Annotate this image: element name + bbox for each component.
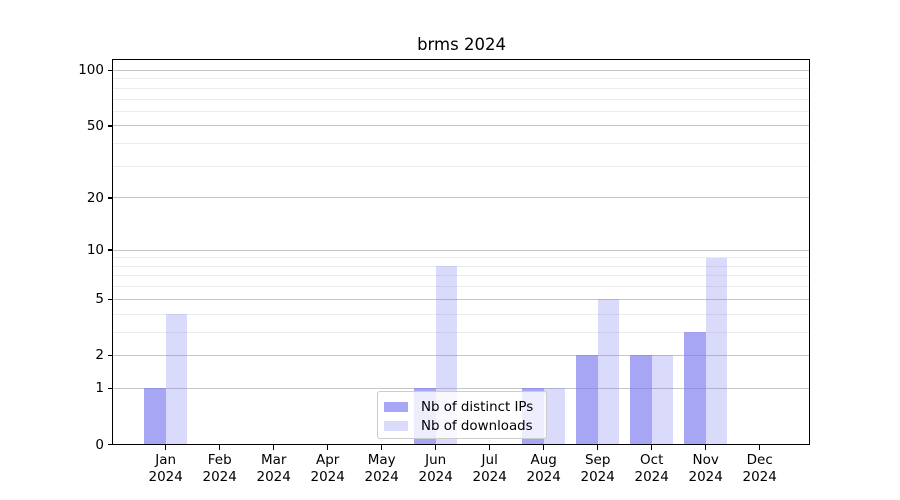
y-tick-label: 5 <box>95 291 104 308</box>
y-tick-label: 0 <box>95 436 104 453</box>
y-tick-label: 100 <box>78 62 104 79</box>
gridline-minor <box>113 265 810 267</box>
gridline-minor <box>113 78 810 80</box>
y-tick <box>108 249 113 251</box>
x-tick-label-jan: Jan 2024 <box>148 452 183 485</box>
bar-downloads-oct <box>651 355 674 445</box>
x-tick <box>542 445 545 450</box>
chart-title: brms 2024 <box>417 35 506 54</box>
x-tick-label-mar: Mar 2024 <box>256 452 291 485</box>
gridline-minor <box>113 165 810 167</box>
legend-label-distinct-ips: Nb of distinct IPs <box>421 399 534 415</box>
x-tick <box>272 445 275 450</box>
gridline-minor <box>113 275 810 277</box>
gridline-major <box>113 298 810 300</box>
y-tick <box>108 354 113 357</box>
gridline-major <box>113 125 810 127</box>
x-tick <box>164 445 167 450</box>
x-tick <box>704 445 707 450</box>
x-tick <box>326 445 329 450</box>
gridline-major <box>113 354 810 356</box>
x-tick <box>650 445 653 450</box>
x-tick-label-jun: Jun 2024 <box>418 452 453 485</box>
bar-distinct-ips-nov <box>684 332 706 445</box>
bar-downloads-jan <box>165 314 188 445</box>
gridline-major <box>113 197 810 199</box>
x-tick-label-dec: Dec 2024 <box>742 452 777 485</box>
gridline-major <box>113 249 810 251</box>
gridline-minor <box>113 331 810 333</box>
gridline-minor <box>113 98 810 100</box>
x-tick <box>218 445 221 450</box>
x-tick-label-nov: Nov 2024 <box>688 452 723 485</box>
y-tick <box>108 443 113 446</box>
y-tick-label: 2 <box>95 347 104 364</box>
legend: Nb of distinct IPs Nb of downloads <box>377 391 547 439</box>
y-tick <box>108 387 113 390</box>
y-tick-label: 20 <box>86 189 104 206</box>
x-tick-label-jul: Jul 2024 <box>472 452 507 485</box>
gridline-minor <box>113 257 810 259</box>
x-tick <box>380 445 383 450</box>
x-tick <box>434 445 437 450</box>
bar-downloads-nov <box>705 257 728 445</box>
x-tick-label-oct: Oct 2024 <box>634 452 669 485</box>
x-tick-label-aug: Aug 2024 <box>526 452 561 485</box>
legend-item-downloads: Nb of downloads <box>384 417 546 435</box>
bar-distinct-ips-oct <box>630 355 652 445</box>
bar-downloads-sep <box>597 299 620 445</box>
y-tick-label: 1 <box>95 380 104 397</box>
bar-downloads-aug <box>543 388 566 445</box>
gridline-minor <box>113 313 810 315</box>
y-tick <box>108 125 113 127</box>
y-tick-label: 10 <box>86 242 104 259</box>
gridline-minor <box>113 286 810 288</box>
gridline-minor <box>113 87 810 89</box>
x-tick <box>758 445 761 450</box>
y-tick <box>108 298 113 301</box>
x-tick-label-feb: Feb 2024 <box>202 452 237 485</box>
y-tick-label: 50 <box>86 117 104 134</box>
legend-label-downloads: Nb of downloads <box>421 418 533 434</box>
legend-item-distinct-ips: Nb of distinct IPs <box>384 398 546 416</box>
x-tick-label-sep: Sep 2024 <box>580 452 615 485</box>
bar-distinct-ips-sep <box>576 355 598 445</box>
legend-swatch-downloads <box>384 421 408 431</box>
bar-distinct-ips-jan <box>144 388 166 445</box>
gridline-minor <box>113 110 810 112</box>
gridline-minor <box>113 143 810 145</box>
legend-swatch-distinct-ips <box>384 402 408 412</box>
x-tick-label-may: May 2024 <box>364 452 399 485</box>
y-tick <box>108 197 113 199</box>
y-tick <box>108 69 113 72</box>
x-tick <box>596 445 599 450</box>
x-tick-label-apr: Apr 2024 <box>310 452 345 485</box>
x-tick <box>488 445 491 450</box>
gridline-major <box>113 69 810 71</box>
gridline-major <box>113 387 810 389</box>
